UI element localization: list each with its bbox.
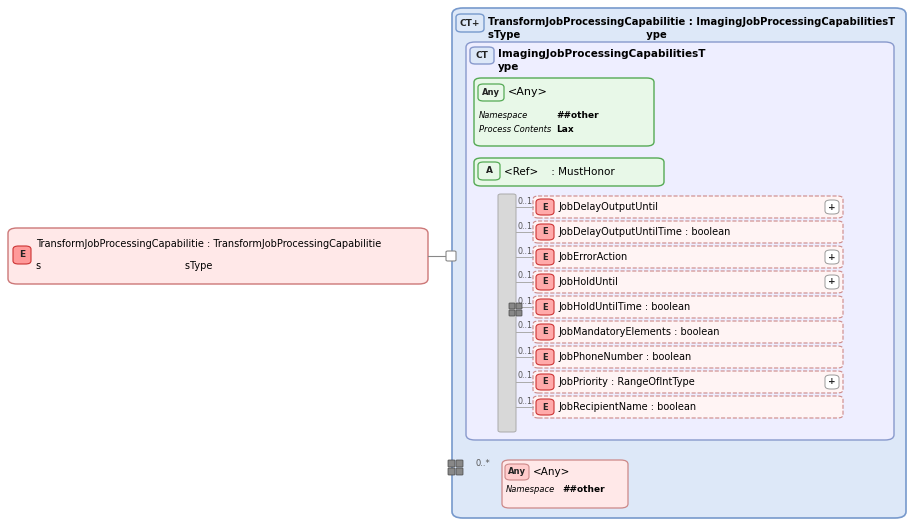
Text: 0..1: 0..1 [518,346,533,355]
FancyBboxPatch shape [478,162,500,180]
Text: E: E [542,378,547,387]
FancyBboxPatch shape [446,251,456,261]
Text: 0..1: 0..1 [518,322,533,331]
Text: 0..1: 0..1 [518,247,533,256]
FancyBboxPatch shape [516,303,522,309]
Text: E: E [542,303,547,312]
FancyBboxPatch shape [452,8,906,518]
Text: Process Contents: Process Contents [479,125,551,134]
FancyBboxPatch shape [533,346,843,368]
Text: E: E [542,352,547,361]
Text: +: + [828,378,835,387]
Text: JobRecipientName : boolean: JobRecipientName : boolean [558,402,696,412]
Text: E: E [542,403,547,412]
Text: E: E [542,252,547,261]
Text: CT+: CT+ [460,19,480,28]
Text: s                                              sType: s sType [36,261,212,271]
Text: 0..1: 0..1 [518,271,533,280]
Text: Namespace: Namespace [506,486,555,495]
FancyBboxPatch shape [536,274,554,290]
Text: ##other: ##other [562,486,605,495]
Text: TransformJobProcessingCapabilitie : TransformJobProcessingCapabilitie: TransformJobProcessingCapabilitie : Tran… [36,239,381,249]
Text: Any: Any [482,88,500,97]
Text: E: E [542,278,547,287]
FancyBboxPatch shape [448,460,455,467]
FancyBboxPatch shape [533,246,843,268]
Text: TransformJobProcessingCapabilitie : ImagingJobProcessingCapabilitiesT: TransformJobProcessingCapabilitie : Imag… [488,17,895,27]
FancyBboxPatch shape [536,374,554,390]
FancyBboxPatch shape [456,460,463,467]
Text: sType                                    ype: sType ype [488,30,666,40]
Text: 0..*: 0..* [476,460,491,469]
Text: JobDelayOutputUntilTime : boolean: JobDelayOutputUntilTime : boolean [558,227,730,237]
FancyBboxPatch shape [509,310,515,316]
FancyBboxPatch shape [536,249,554,265]
Text: JobMandatoryElements : boolean: JobMandatoryElements : boolean [558,327,719,337]
Text: Namespace: Namespace [479,111,528,120]
FancyBboxPatch shape [474,78,654,146]
Text: Any: Any [508,468,526,477]
Text: <Any>: <Any> [508,87,547,97]
FancyBboxPatch shape [533,196,843,218]
Text: +: + [828,252,835,261]
FancyBboxPatch shape [536,299,554,315]
FancyBboxPatch shape [825,275,839,289]
FancyBboxPatch shape [478,84,504,101]
Text: E: E [542,227,547,236]
Text: JobPriority : RangeOfIntType: JobPriority : RangeOfIntType [558,377,695,387]
FancyBboxPatch shape [825,250,839,264]
Text: ImagingJobProcessingCapabilitiesT: ImagingJobProcessingCapabilitiesT [498,49,706,59]
FancyBboxPatch shape [825,200,839,214]
Text: ype: ype [498,62,519,72]
FancyBboxPatch shape [536,399,554,415]
FancyBboxPatch shape [533,296,843,318]
FancyBboxPatch shape [533,221,843,243]
FancyBboxPatch shape [533,271,843,293]
Text: JobHoldUntil: JobHoldUntil [558,277,618,287]
FancyBboxPatch shape [536,199,554,215]
FancyBboxPatch shape [536,349,554,365]
Text: JobHoldUntilTime : boolean: JobHoldUntilTime : boolean [558,302,690,312]
Text: +: + [828,203,835,212]
Text: 0..1: 0..1 [518,397,533,406]
Text: <Ref>    : MustHonor: <Ref> : MustHonor [504,167,615,177]
FancyBboxPatch shape [533,396,843,418]
Text: 0..1: 0..1 [518,222,533,231]
FancyBboxPatch shape [516,310,522,316]
FancyBboxPatch shape [505,464,529,480]
FancyBboxPatch shape [13,246,31,264]
Text: E: E [542,203,547,212]
FancyBboxPatch shape [466,42,894,440]
Text: <Any>: <Any> [533,467,570,477]
Text: A: A [485,167,493,176]
FancyBboxPatch shape [509,303,515,309]
Text: E: E [542,327,547,336]
FancyBboxPatch shape [533,321,843,343]
FancyBboxPatch shape [502,460,628,508]
Text: E: E [19,251,25,260]
FancyBboxPatch shape [474,158,664,186]
Text: 0..1: 0..1 [518,196,533,205]
Text: +: + [828,278,835,287]
Text: CT: CT [475,51,488,60]
Text: 0..1: 0..1 [518,371,533,380]
FancyBboxPatch shape [536,324,554,340]
FancyBboxPatch shape [825,375,839,389]
FancyBboxPatch shape [536,224,554,240]
Text: JobErrorAction: JobErrorAction [558,252,627,262]
Text: 0..1: 0..1 [518,296,533,306]
FancyBboxPatch shape [448,468,455,475]
FancyBboxPatch shape [533,371,843,393]
Text: JobDelayOutputUntil: JobDelayOutputUntil [558,202,658,212]
Text: ##other: ##other [556,111,599,120]
FancyBboxPatch shape [498,194,516,432]
FancyBboxPatch shape [8,228,428,284]
Text: JobPhoneNumber : boolean: JobPhoneNumber : boolean [558,352,691,362]
Text: Lax: Lax [556,125,574,134]
FancyBboxPatch shape [470,47,494,64]
FancyBboxPatch shape [456,14,484,32]
FancyBboxPatch shape [456,468,463,475]
